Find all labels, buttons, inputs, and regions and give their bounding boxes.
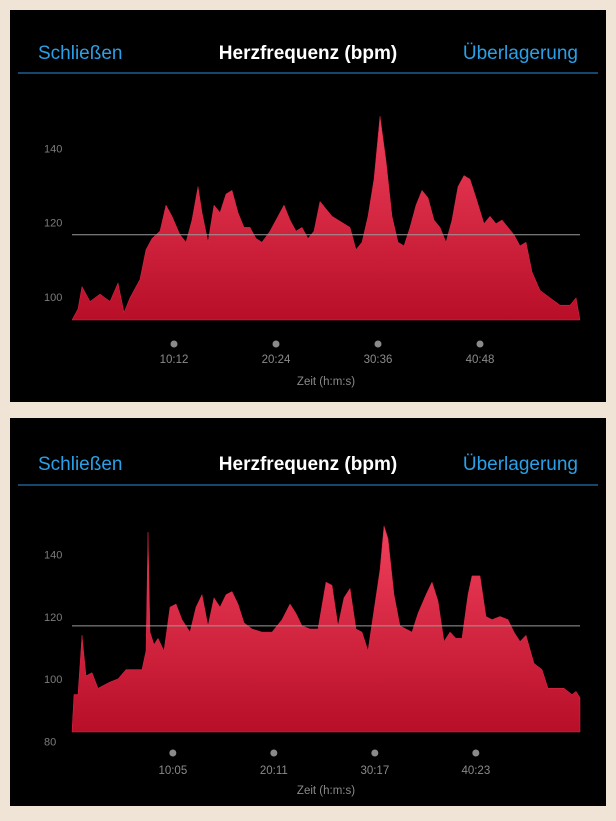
x-tick-label: 40:48 bbox=[466, 354, 495, 366]
overlay-button[interactable]: Überlagerung bbox=[463, 43, 578, 64]
close-button[interactable]: Schließen bbox=[38, 454, 123, 475]
y-tick-label: 140 bbox=[44, 144, 62, 156]
x-tick-label: 20:24 bbox=[262, 354, 291, 366]
x-axis-label: Zeit (h:m:s) bbox=[297, 376, 355, 388]
panel-title: Herzfrequenz (bpm) bbox=[219, 43, 397, 64]
x-tick-dot bbox=[476, 340, 484, 348]
heart-rate-area bbox=[71, 525, 581, 733]
x-tick-label: 10:05 bbox=[158, 765, 187, 777]
x-tick-label: 40:23 bbox=[461, 765, 490, 777]
y-tick-label: 120 bbox=[44, 612, 62, 624]
x-tick-dot bbox=[472, 749, 480, 757]
close-button[interactable]: Schließen bbox=[38, 43, 123, 64]
y-tick-label: 100 bbox=[44, 292, 62, 304]
x-axis-label: Zeit (h:m:s) bbox=[297, 785, 355, 797]
x-tick-dot bbox=[270, 749, 278, 757]
x-tick-dot bbox=[170, 340, 178, 348]
y-tick-label: 100 bbox=[44, 674, 62, 686]
y-tick-label: 80 bbox=[44, 737, 56, 749]
panel bbox=[10, 418, 606, 806]
x-tick-label: 10:12 bbox=[160, 354, 189, 366]
y-tick-label: 140 bbox=[44, 549, 62, 561]
panel bbox=[10, 10, 606, 402]
heart-rate-area bbox=[71, 116, 581, 321]
x-tick-label: 20:11 bbox=[260, 765, 288, 777]
panel-title: Herzfrequenz (bpm) bbox=[219, 454, 397, 475]
y-tick-label: 120 bbox=[44, 218, 62, 230]
x-tick-dot bbox=[371, 749, 379, 757]
x-tick-label: 30:17 bbox=[360, 765, 389, 777]
x-tick-dot bbox=[169, 749, 177, 757]
x-tick-dot bbox=[374, 340, 382, 348]
x-tick-label: 30:36 bbox=[364, 354, 393, 366]
x-tick-dot bbox=[272, 340, 280, 348]
overlay-button[interactable]: Überlagerung bbox=[463, 454, 578, 475]
